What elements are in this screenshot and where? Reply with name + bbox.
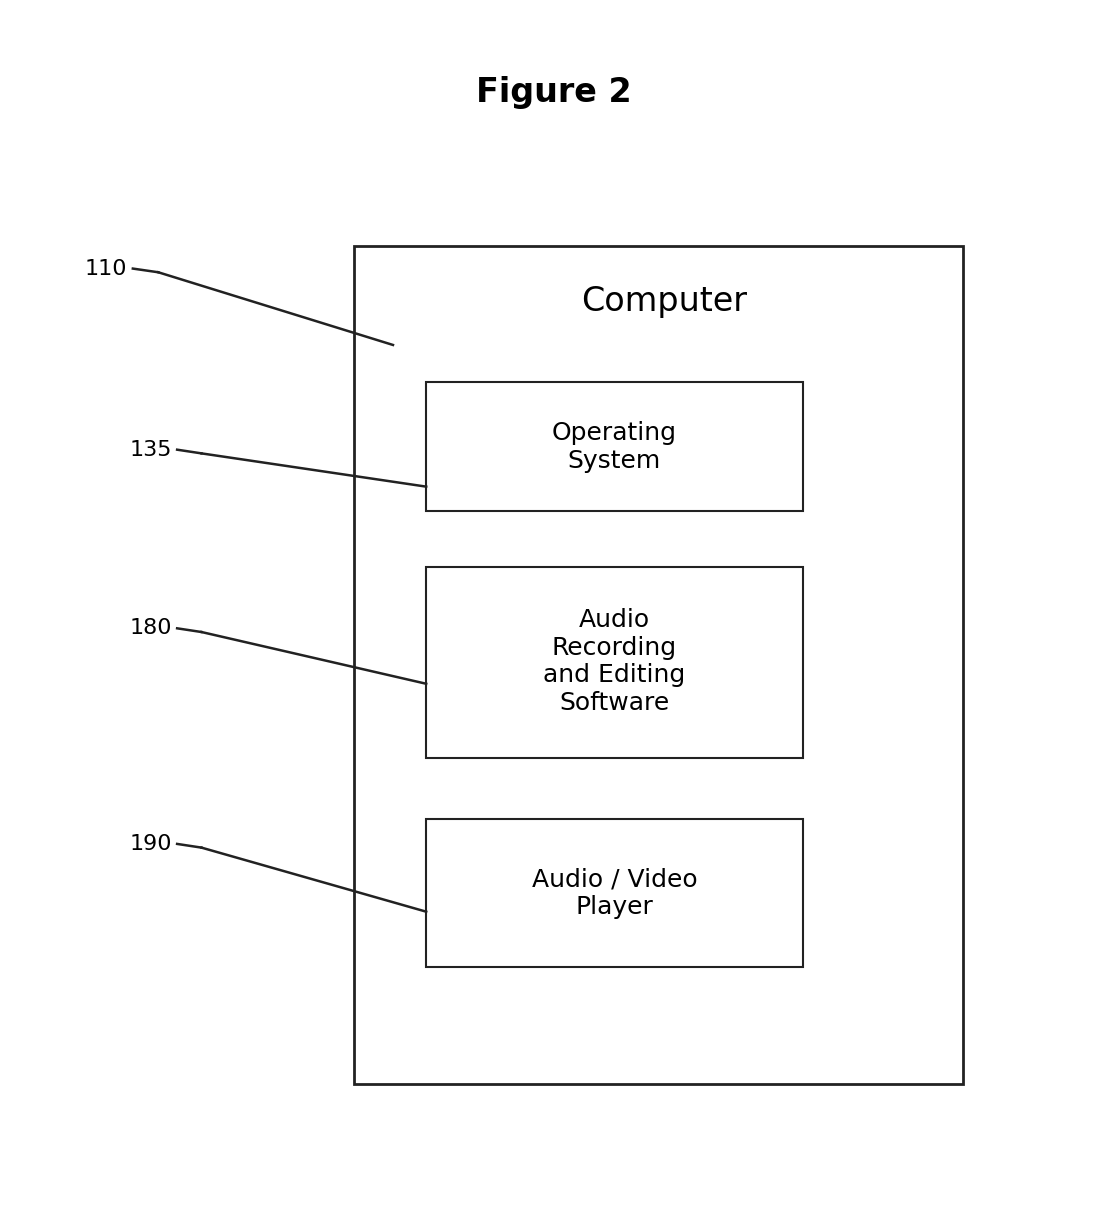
Bar <box>426 382 803 511</box>
Text: 190: 190 <box>130 834 172 854</box>
Text: 110: 110 <box>85 259 127 278</box>
Bar <box>426 567 803 758</box>
Bar <box>426 819 803 967</box>
Text: 180: 180 <box>130 618 172 638</box>
Text: Figure 2: Figure 2 <box>476 76 631 108</box>
Text: Audio
Recording
and Editing
Software: Audio Recording and Editing Software <box>544 607 685 716</box>
Text: Audio / Video
Player: Audio / Video Player <box>531 867 697 919</box>
Text: Computer: Computer <box>581 286 747 318</box>
Text: 135: 135 <box>130 440 172 460</box>
Bar <box>354 246 963 1084</box>
Text: Operating
System: Operating System <box>552 421 676 473</box>
